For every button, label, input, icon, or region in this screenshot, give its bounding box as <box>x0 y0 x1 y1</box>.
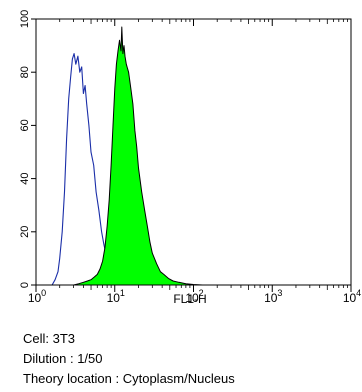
x-tick-label: 103 <box>264 288 282 305</box>
y-tick-label: 60 <box>19 119 31 131</box>
x-tick-label-base: 10 <box>28 291 42 305</box>
x-tick-label-base: 10 <box>185 291 199 305</box>
plot-frame <box>35 18 352 286</box>
y-axis: 0 20 40 60 80 100 <box>19 10 36 288</box>
x-axis: 100 101 102 103 104 <box>28 19 361 305</box>
x-tick-label-base: 10 <box>264 291 278 305</box>
x-tick-label-exponent: 0 <box>41 288 46 298</box>
x-tick-label-base: 10 <box>107 291 121 305</box>
x-tick-label-exponent: 3 <box>277 288 282 298</box>
x-axis-label: FL1-H <box>173 292 206 306</box>
x-tick-label-exponent: 4 <box>356 288 361 298</box>
y-tick-label: 40 <box>19 172 31 184</box>
x-tick-label: 101 <box>107 288 125 305</box>
x-tick-label: 100 <box>28 288 46 305</box>
y-tick-label: 20 <box>19 226 31 238</box>
caption-cell: Cell: 3T3 <box>23 331 76 346</box>
y-tick-label: 80 <box>19 66 31 78</box>
series-1-filled-area <box>73 26 203 286</box>
y-tick-label: 100 <box>19 10 31 28</box>
caption-dilution: Dilution : 1/50 <box>23 351 103 366</box>
x-tick-label-exponent: 2 <box>199 288 204 298</box>
x-tick-label: 102 <box>185 288 203 305</box>
x-tick-label-base: 10 <box>343 291 357 305</box>
x-tick-label: 104 <box>343 288 361 305</box>
caption-theory-location: Theory location : Cytoplasm/Nucleus <box>23 371 235 386</box>
y-tick-label: 0 <box>19 282 31 288</box>
plot-layer <box>51 26 203 286</box>
x-tick-label-exponent: 1 <box>120 288 125 298</box>
